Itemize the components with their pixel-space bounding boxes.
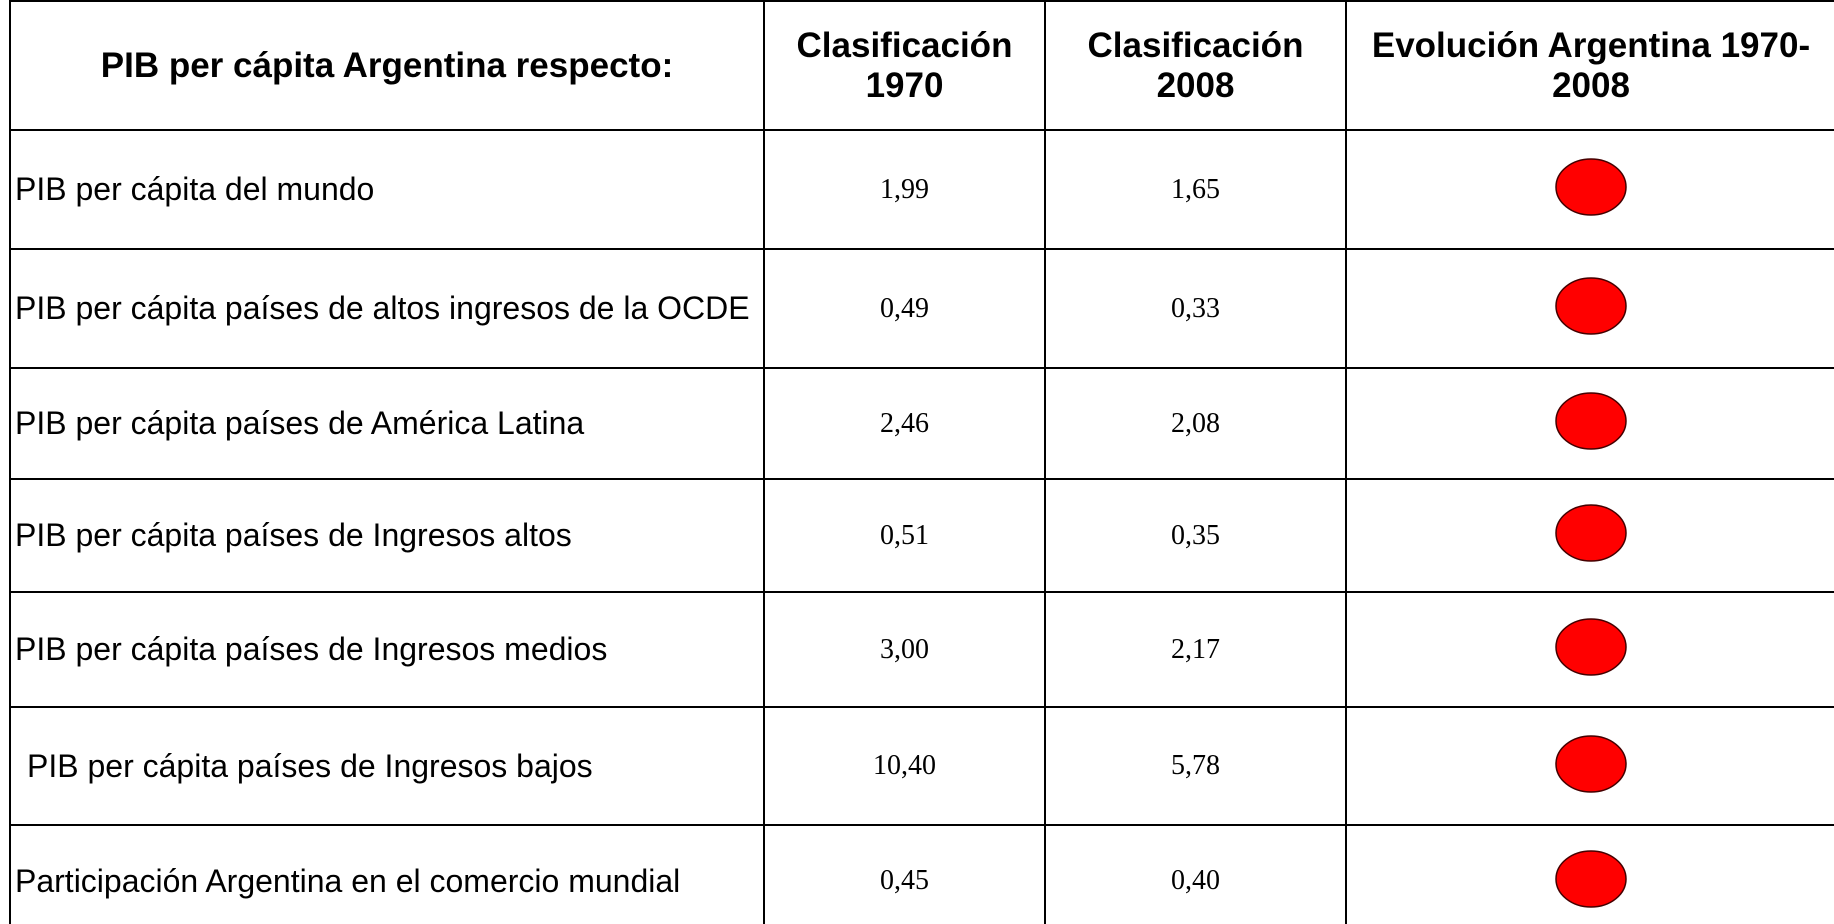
table-row: PIB per cápita países de América Latina 2… [9,367,1834,480]
red-indicator [1555,618,1627,676]
value-cell: 5,78 [1044,706,1347,826]
table-row: PIB per cápita países de altos ingresos … [9,248,1834,369]
red-indicator [1555,849,1627,908]
status-cell [1345,706,1834,826]
status-cell [1345,591,1834,708]
value-cell: 1,99 [763,129,1046,250]
table-body: PIB per cápita del mundo 1,99 1,65 PIB per … [9,129,1834,924]
red-indicator [1555,392,1627,450]
value-cell: 10,40 [763,706,1046,826]
table-row: PIB per cápita del mundo 1,99 1,65 [9,129,1834,250]
value-cell: 2,46 [763,367,1046,480]
value-cell: 0,40 [1044,824,1347,924]
value-cell: 0,45 [763,824,1046,924]
header-row: PIB per cápita Argentina respecto: Clasi… [9,0,1834,131]
row-label: PIB per cápita países de Ingresos medios [9,591,765,708]
value-cell: 0,35 [1044,478,1347,593]
table-row: Participación Argentina en el comercio m… [9,824,1834,924]
table-row: PIB per cápita países de Ingresos altos 0… [9,478,1834,593]
status-cell [1345,824,1834,924]
table-row: PIB per cápita países de Ingresos medios… [9,591,1834,708]
table-row: PIB per cápita países de Ingresos bajos 1… [9,706,1834,826]
red-indicator [1555,277,1627,335]
row-label: PIB per cápita del mundo [9,129,765,250]
value-cell: 3,00 [763,591,1046,708]
row-label: PIB per cápita países de Ingresos altos [9,478,765,593]
row-label: PIB per cápita países de Ingresos bajos [9,706,765,826]
red-indicator [1555,734,1627,793]
status-cell [1345,129,1834,250]
row-label: PIB per cápita países de América Latina [9,367,765,480]
header-cell: Clasificación 2008 [1044,0,1347,131]
status-cell [1345,248,1834,369]
status-cell [1345,478,1834,593]
data-table: PIB per cápita Argentina respecto: Clasi… [9,0,1834,924]
value-cell: 0,51 [763,478,1046,593]
value-cell: 2,08 [1044,367,1347,480]
row-label: Participación Argentina en el comercio m… [9,824,765,924]
header-cell: PIB per cápita Argentina respecto: [9,0,765,131]
status-cell [1345,367,1834,480]
header-cell: Evolución Argentina 1970-2008 [1345,0,1834,131]
value-cell: 1,65 [1044,129,1347,250]
value-cell: 2,17 [1044,591,1347,708]
red-indicator [1555,504,1627,562]
header-cell: Clasificación 1970 [763,0,1046,131]
value-cell: 0,49 [763,248,1046,369]
value-cell: 0,33 [1044,248,1347,369]
row-label: PIB per cápita países de altos ingresos … [9,248,765,369]
red-indicator [1555,158,1627,216]
